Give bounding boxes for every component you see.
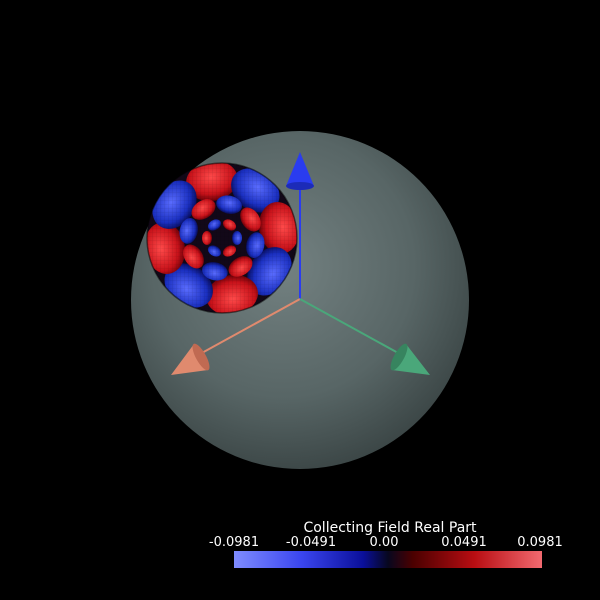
y-axis-arrowhead-base [390, 343, 408, 371]
colorbar-tick-label: 0.0491 [441, 535, 487, 550]
y-axis-line [299, 298, 401, 355]
y-axis-arrowhead [392, 344, 430, 375]
colorbar-title: Collecting Field Real Part [303, 520, 477, 536]
colorbar-tick-label: -0.0981 [208, 535, 260, 550]
z-axis-arrowhead [286, 152, 314, 186]
x-axis-arrowhead-base [192, 343, 210, 371]
x-axis-line [199, 298, 301, 355]
field-pattern-disk [147, 163, 297, 313]
colorbar-tick-label: 0.0981 [517, 535, 563, 550]
colorbar-tick-label: 0.00 [369, 535, 399, 550]
x-axis-arrowhead [171, 344, 208, 375]
colorbar-gradient [234, 551, 542, 568]
z-axis-arrowhead-base [286, 182, 314, 190]
colorbar-tick-label: -0.0491 [285, 535, 337, 550]
